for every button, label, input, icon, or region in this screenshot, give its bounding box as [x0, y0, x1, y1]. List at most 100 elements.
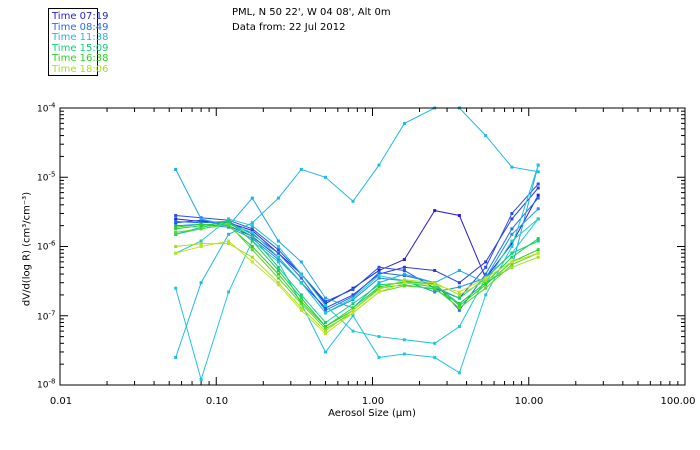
data-point	[199, 378, 203, 381]
data-point	[199, 281, 203, 285]
data-point	[457, 325, 461, 328]
legend-item: Time 15:09	[52, 42, 109, 54]
data-point	[484, 272, 488, 276]
x-tick-label: 1.00	[361, 396, 385, 407]
series-line	[175, 218, 539, 344]
data-point	[299, 308, 303, 312]
data-point	[536, 207, 540, 211]
legend-item: Time 07:19	[52, 11, 109, 22]
data-point	[510, 263, 514, 266]
data-point	[174, 167, 178, 171]
data-point	[299, 293, 303, 297]
data-point	[351, 199, 355, 203]
data-point	[199, 227, 203, 231]
data-point	[299, 300, 303, 304]
data-point	[324, 311, 327, 315]
data-point	[377, 290, 381, 294]
data-point	[299, 296, 303, 300]
data-point	[457, 306, 461, 310]
data-point	[324, 302, 327, 306]
x-tick-label: 10.00	[514, 396, 544, 407]
data-point	[457, 293, 461, 297]
data-point	[324, 304, 327, 308]
data-point	[510, 232, 514, 236]
data-series	[174, 239, 540, 336]
data-point	[402, 278, 406, 282]
data-point	[227, 232, 231, 236]
data-point	[433, 283, 437, 287]
data-point	[276, 283, 280, 287]
data-point	[377, 274, 381, 278]
data-point	[250, 248, 254, 252]
data-point	[457, 214, 461, 217]
data-point	[457, 296, 461, 300]
data-point	[174, 220, 178, 223]
data-point	[227, 217, 231, 221]
data-point	[377, 271, 381, 275]
data-point	[324, 306, 327, 310]
data-point	[510, 239, 514, 243]
data-point	[402, 284, 406, 288]
data-point	[174, 227, 178, 231]
chart-title: PML, N 50 22', W 04 08', Alt 0m Data fro…	[232, 5, 391, 35]
data-point	[351, 329, 355, 333]
data-point	[299, 167, 303, 171]
series-line	[175, 240, 539, 335]
data-point	[250, 230, 254, 234]
data-point	[276, 269, 280, 272]
data-point	[536, 251, 540, 255]
data-point	[457, 308, 461, 312]
data-point	[174, 230, 178, 234]
data-point	[484, 134, 488, 138]
data-point	[250, 229, 254, 232]
data-point	[377, 276, 381, 280]
data-point	[351, 294, 355, 298]
data-point	[402, 265, 406, 269]
x-tick-label: 100.00	[660, 396, 696, 407]
data-point	[510, 217, 514, 221]
data-point	[199, 217, 203, 221]
data-point	[457, 371, 461, 375]
data-point	[457, 302, 461, 306]
data-point	[377, 283, 381, 287]
data-point	[276, 245, 280, 248]
y-axis-label: dV/d(log R) (cm³/cm⁻³)	[21, 191, 33, 307]
data-point	[536, 193, 540, 197]
data-point	[510, 251, 514, 255]
data-point	[351, 311, 355, 315]
data-point	[484, 286, 488, 290]
data-point	[536, 239, 540, 243]
data-point	[250, 255, 254, 259]
data-point	[510, 227, 514, 231]
legend-box: Time 07:19 Time 08:49 Time 11:38 Time 15…	[48, 8, 108, 76]
data-point	[276, 276, 280, 280]
data-point	[536, 248, 540, 252]
data-point	[324, 329, 327, 333]
data-point	[324, 321, 327, 324]
data-point	[510, 265, 514, 269]
data-point	[276, 255, 280, 259]
data-point	[324, 327, 327, 331]
data-point	[536, 186, 540, 190]
data-point	[227, 242, 231, 246]
data-point	[377, 355, 381, 359]
data-point	[299, 302, 303, 306]
data-point	[402, 272, 406, 276]
data-point	[351, 306, 355, 310]
data-point	[324, 350, 327, 354]
data-point	[250, 221, 254, 225]
data-point	[433, 281, 437, 285]
data-point	[536, 237, 540, 241]
data-point	[199, 239, 203, 243]
data-point	[299, 276, 303, 280]
data-point	[324, 296, 327, 300]
data-point	[457, 281, 461, 285]
data-point	[484, 279, 488, 283]
series-line	[175, 164, 539, 382]
data-point	[351, 296, 355, 300]
legend-item: Time 08:49	[52, 21, 109, 33]
x-tick-label: 0.10	[205, 396, 229, 407]
data-point	[433, 341, 437, 345]
data-point	[250, 260, 254, 264]
